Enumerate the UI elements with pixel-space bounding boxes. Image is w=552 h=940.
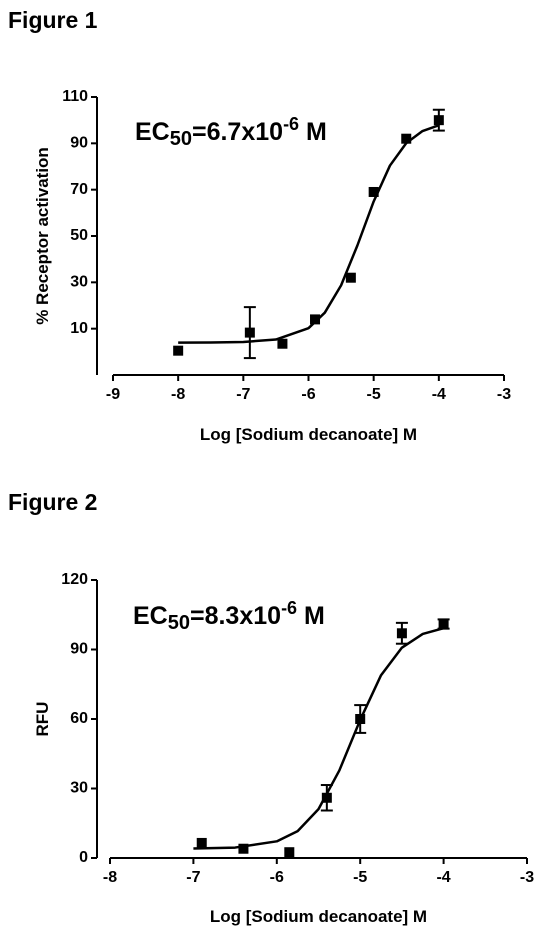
y-tick-label: 60 — [70, 710, 88, 727]
x-tick-label: -6 — [270, 869, 284, 886]
y-tick-label: 90 — [70, 641, 88, 658]
x-tick-label: -5 — [353, 869, 367, 886]
y-axis-label: % Receptor activation — [33, 147, 52, 325]
y-tick-label: 50 — [70, 227, 88, 244]
annotation-part: -6 — [283, 114, 299, 134]
data-point — [321, 792, 332, 803]
annotation-part: M — [297, 602, 325, 630]
y-axis-label: RFU — [33, 702, 52, 737]
x-tick-label: -7 — [186, 869, 200, 886]
data-point — [438, 619, 449, 630]
figure-title: Figure 1 — [8, 7, 98, 33]
x-tick-label: -3 — [520, 869, 534, 886]
x-tick-label: -9 — [106, 386, 120, 403]
y-tick-label: 0 — [79, 849, 88, 866]
y-tick-label: 120 — [61, 571, 88, 588]
data-point — [196, 837, 207, 848]
x-tick-label: -7 — [236, 386, 250, 403]
data-point — [433, 115, 444, 126]
data-point — [244, 327, 255, 338]
y-tick-label: 70 — [70, 181, 88, 198]
annotation-part: =6.7x10 — [192, 118, 283, 146]
x-tick-label: -4 — [432, 386, 446, 403]
annotation-part: EC — [135, 118, 170, 146]
x-axis-label: Log [Sodium decanoate] M — [210, 907, 427, 926]
annotation-part: 50 — [168, 612, 190, 634]
data-point — [173, 345, 184, 356]
fit-curve — [193, 626, 444, 850]
y-tick-label: 10 — [70, 320, 88, 337]
y-tick-label: 30 — [70, 780, 88, 797]
x-tick-label: -3 — [497, 386, 511, 403]
data-point — [396, 628, 407, 639]
data-point — [310, 314, 321, 325]
x-axis-label: Log [Sodium decanoate] M — [200, 425, 417, 444]
x-tick-label: -8 — [103, 869, 117, 886]
x-tick-label: -8 — [171, 386, 185, 403]
annotation-part: M — [299, 118, 327, 146]
figure-title: Figure 2 — [8, 489, 97, 515]
annotation-part: =8.3x10 — [190, 602, 281, 630]
x-tick-label: -5 — [367, 386, 381, 403]
ec50-annotation: EC50=8.3x10-6 M — [133, 598, 325, 634]
annotation-part: 50 — [170, 128, 192, 150]
ec50-annotation: EC50=6.7x10-6 M — [135, 114, 327, 150]
data-point — [401, 133, 412, 144]
data-point — [355, 714, 366, 724]
data-point — [238, 843, 249, 854]
data-point — [368, 186, 379, 197]
data-point — [284, 847, 295, 858]
x-tick-label: -6 — [301, 386, 315, 403]
data-point — [345, 272, 356, 283]
x-tick-label: -4 — [436, 869, 450, 886]
y-tick-label: 110 — [62, 88, 88, 105]
annotation-part: -6 — [281, 598, 297, 618]
annotation-part: EC — [133, 602, 168, 630]
y-tick-label: 90 — [70, 135, 88, 152]
y-tick-label: 30 — [70, 274, 88, 291]
fit-curve — [178, 124, 440, 344]
data-point — [277, 338, 288, 349]
